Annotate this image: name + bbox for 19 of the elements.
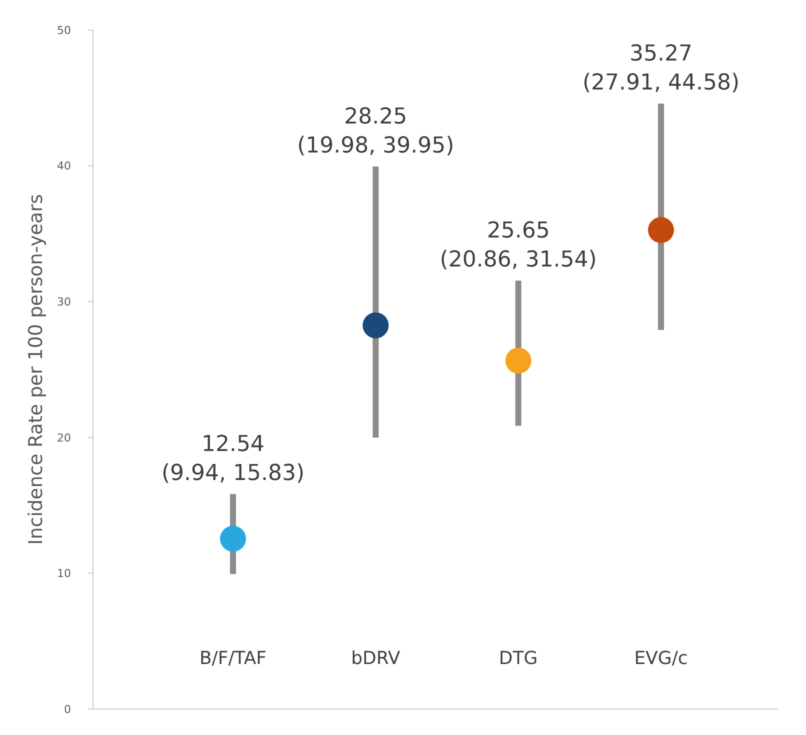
point <box>362 312 389 338</box>
x-tick-label: DTG <box>498 648 538 669</box>
y-tick-label: 50 <box>57 24 71 37</box>
y-tick-label: 0 <box>64 702 71 716</box>
point <box>505 348 532 374</box>
point <box>220 526 246 552</box>
annotation: 28.25 (19.98, 39.95) <box>297 104 454 158</box>
x-tick-label: bDRV <box>351 648 401 669</box>
y-tick-label: 10 <box>57 567 71 580</box>
x-tick-label: EVG/c <box>634 648 688 669</box>
annotation: 35.27 (27.91, 44.58) <box>582 42 740 96</box>
y-axis-title: Incidence Rate per 100 person-years <box>25 194 47 545</box>
annotation: 25.65 (20.86, 31.54) <box>440 218 597 273</box>
annotation: 12.54 (9.94, 15.83) <box>161 432 305 486</box>
y-tick-label: 30 <box>57 295 71 308</box>
y-tick-label: 20 <box>57 431 71 444</box>
x-tick-label: B/F/TAF <box>199 648 267 669</box>
y-tick-label: 40 <box>57 160 71 173</box>
point <box>648 217 674 244</box>
